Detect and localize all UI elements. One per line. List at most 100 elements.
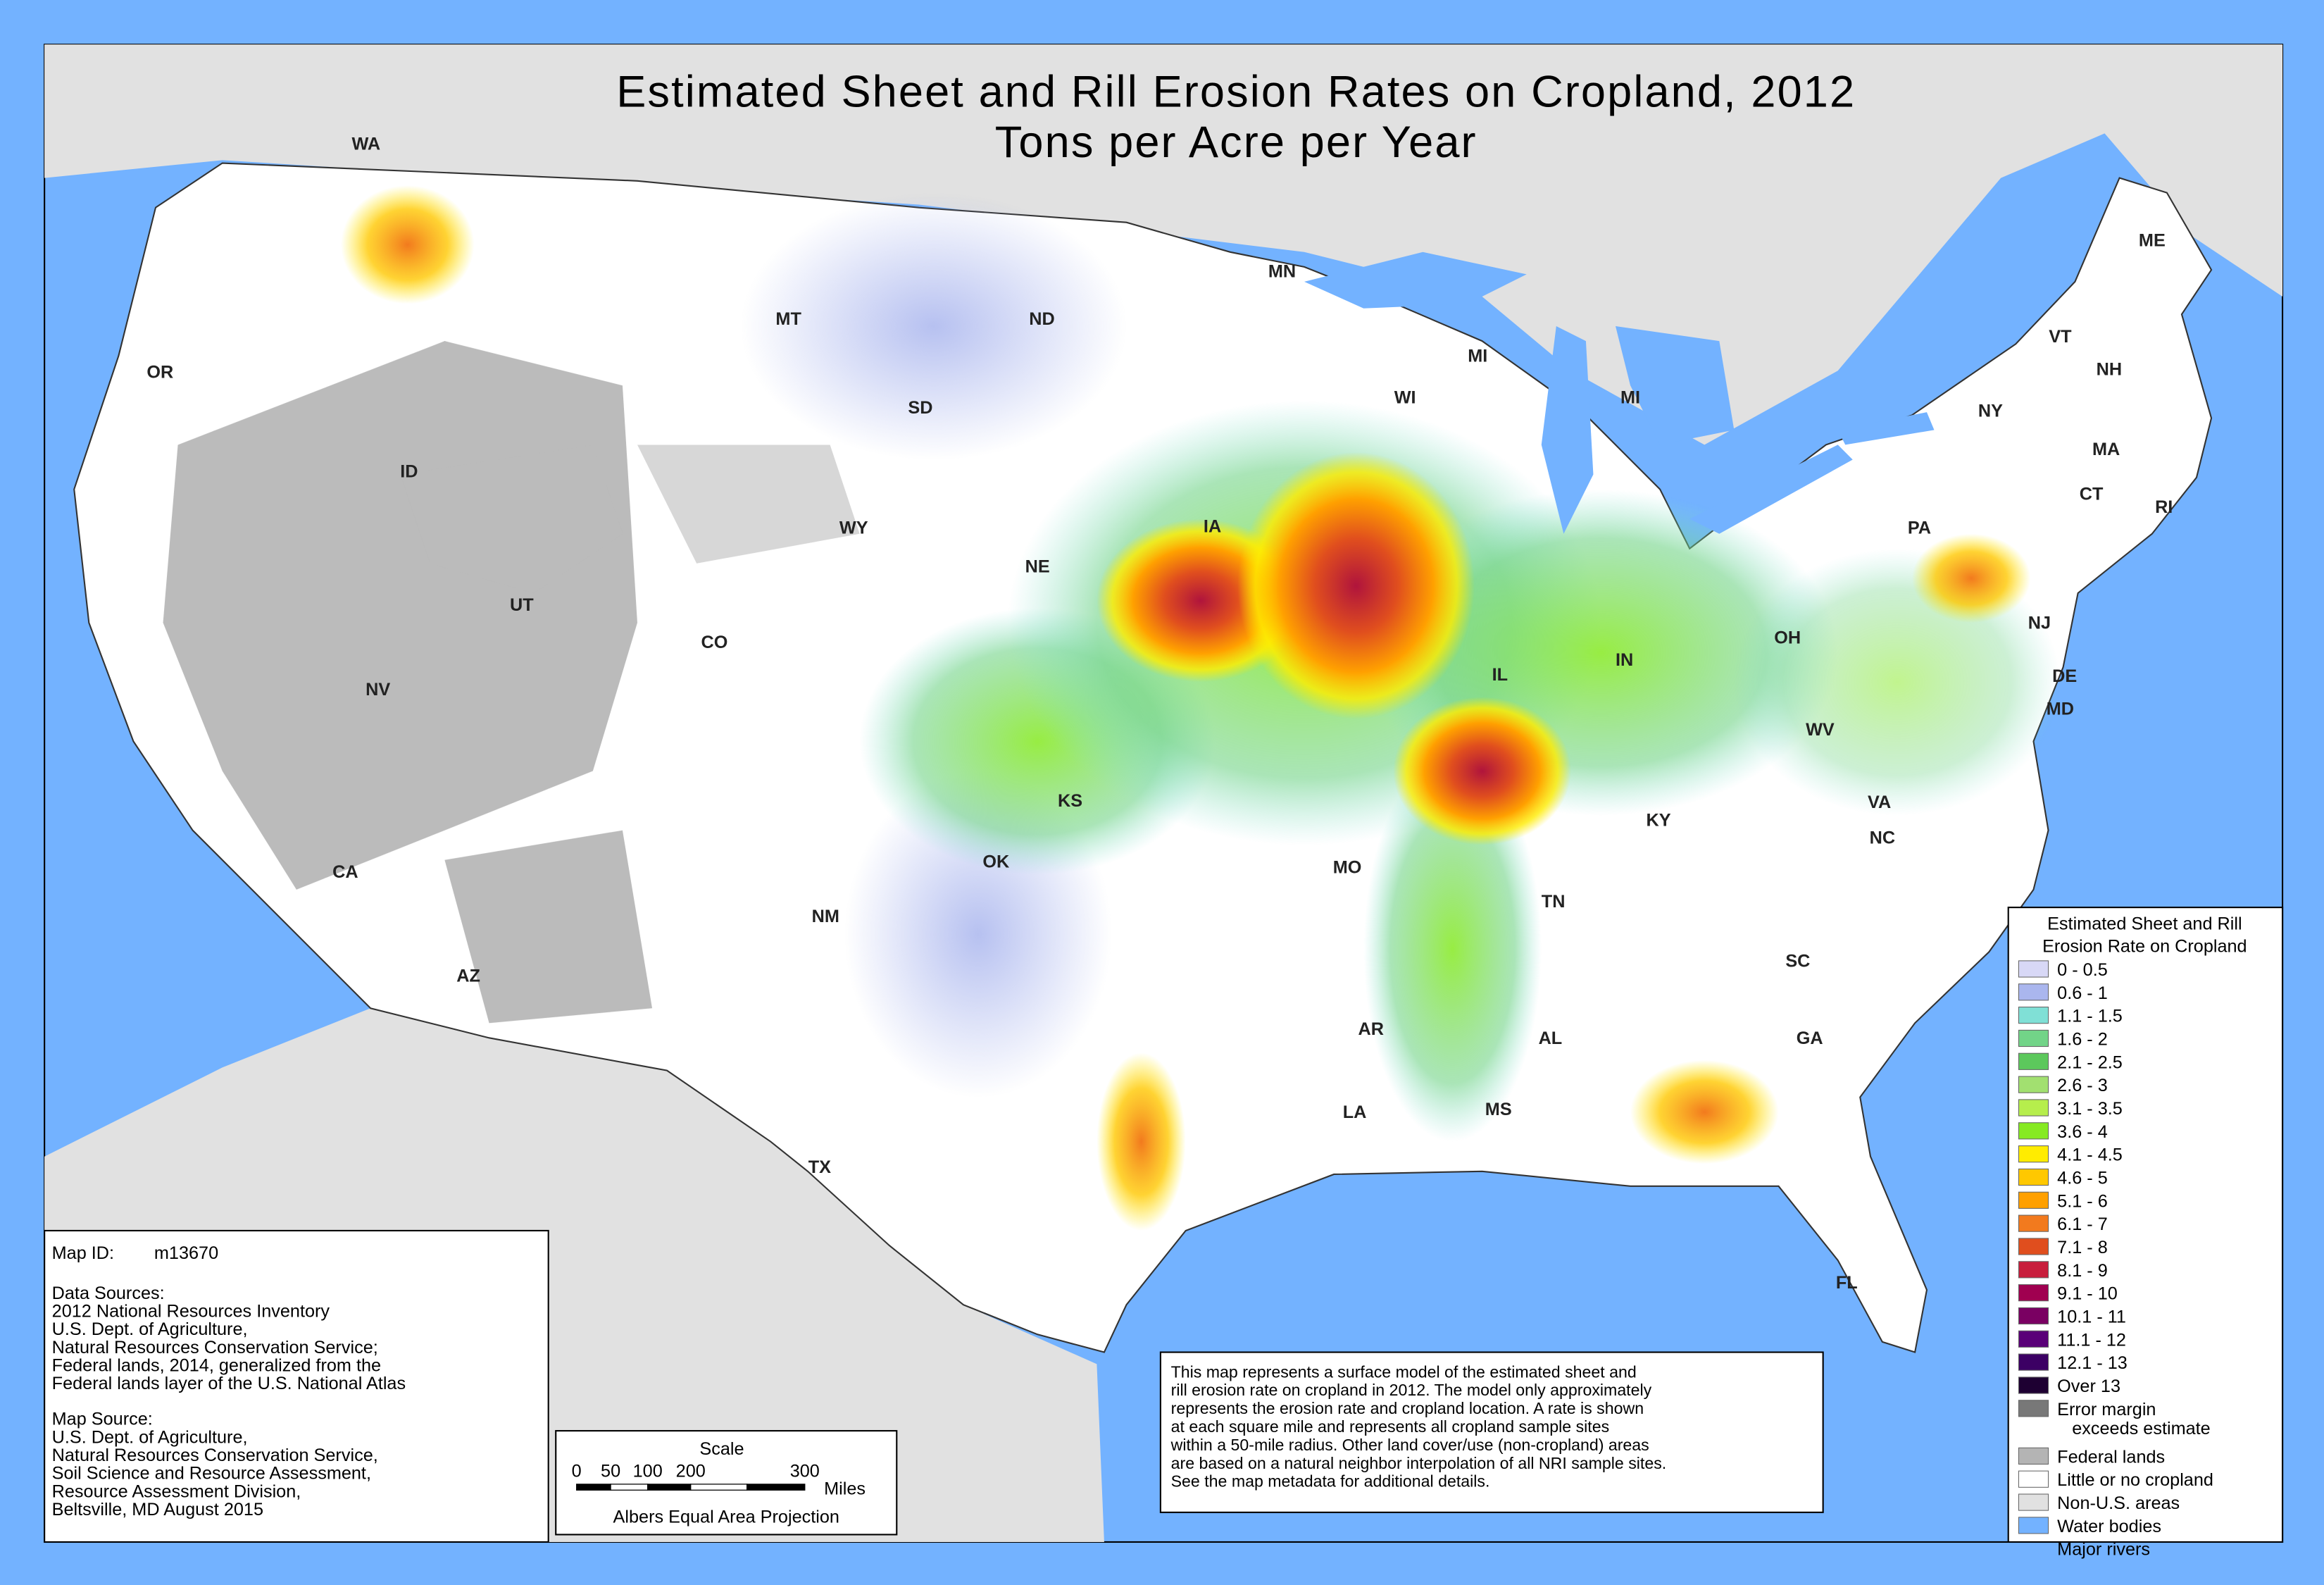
info-heading: Data Sources: — [52, 1283, 165, 1303]
state-label: WA — [351, 135, 380, 154]
erosion-surface — [341, 185, 2061, 1231]
note-line: rill erosion rate on cropland in 2012. T… — [1171, 1381, 1652, 1399]
state-label: MO — [1333, 858, 1362, 878]
legend-label: Non-U.S. areas — [2057, 1493, 2180, 1513]
erosion-zone — [1393, 697, 1571, 845]
note-line: See the map metadata for additional deta… — [1171, 1472, 1490, 1491]
legend-swatch — [2018, 1214, 2049, 1232]
erosion-zone — [1363, 756, 1542, 1142]
legend-swatch — [2018, 1007, 2049, 1024]
legend-label: 0 - 0.5 — [2057, 960, 2108, 980]
info-heading: Map Source: — [52, 1410, 153, 1429]
legend-swatch — [2018, 1238, 2049, 1255]
note-line: This map represents a surface model of t… — [1171, 1362, 1637, 1381]
state-label: MD — [2047, 699, 2074, 719]
state-label: CT — [2080, 484, 2104, 504]
scale-tick-label: 200 — [676, 1461, 706, 1481]
state-label: RI — [2155, 497, 2173, 517]
map-title: Estimated Sheet and Rill Erosion Rates o… — [616, 68, 1856, 117]
legend-label: Major rivers — [2057, 1540, 2150, 1560]
lake — [1541, 326, 1594, 534]
map-id: m13670 — [154, 1243, 218, 1263]
state-label: IL — [1492, 665, 1508, 685]
state-label: AL — [1539, 1028, 1563, 1048]
state-label: IA — [1204, 517, 1221, 537]
lake — [1689, 445, 1853, 534]
state-label: ME — [2139, 230, 2166, 250]
note-line: are based on a natural neighbor interpol… — [1171, 1454, 1667, 1472]
legend-swatch — [2018, 983, 2049, 1001]
scale-unit: Miles — [824, 1479, 866, 1499]
state-label: IN — [1616, 650, 1633, 670]
legend-swatch — [2018, 960, 2049, 978]
state-label: VT — [2049, 327, 2072, 347]
legend-title: Estimated Sheet and Rill — [2047, 914, 2242, 934]
state-label: DE — [2052, 666, 2077, 686]
legend-label: 7.1 - 8 — [2057, 1238, 2108, 1257]
map-id-label: Map ID: — [52, 1243, 114, 1263]
legend-swatch — [2018, 1076, 2049, 1093]
federal-land-area — [444, 830, 653, 1024]
legend-title: Erosion Rate on Cropland — [2042, 936, 2247, 956]
legend-swatch — [2018, 1307, 2049, 1325]
info-line: Resource Assessment Division, — [52, 1481, 301, 1501]
state-label: AR — [1358, 1019, 1384, 1039]
legend-label: 1.1 - 1.5 — [2057, 1007, 2123, 1026]
scale-tick-label: 100 — [633, 1461, 663, 1481]
legend-label: Error margin — [2057, 1400, 2156, 1419]
info-line: Natural Resources Conservation Service; — [52, 1338, 378, 1357]
scale-segment — [690, 1484, 748, 1491]
legend-swatch — [2018, 1493, 2049, 1511]
scale-tick-label: 0 — [572, 1461, 582, 1481]
legend-label: 4.1 - 4.5 — [2057, 1145, 2123, 1165]
state-label: OH — [1774, 628, 1801, 647]
state-labels: WA OR ID MT ND MN SD WI MI MI WY NE IA UT CO NV IL IN OH PA… — [146, 135, 2173, 1293]
legend-label: Over 13 — [2057, 1376, 2120, 1396]
erosion-zone — [1911, 533, 2031, 623]
legend-box — [2007, 907, 2284, 1543]
legend-swatch — [2018, 1400, 2049, 1417]
state-label: AZ — [456, 966, 480, 986]
projection: Albers Equal Area Projection — [613, 1508, 839, 1527]
state-label: OK — [982, 852, 1009, 871]
canada — [44, 44, 2283, 445]
state-label: ID — [400, 462, 418, 482]
state-label: GA — [1797, 1028, 1823, 1048]
legend-label: 11.1 - 12 — [2057, 1330, 2126, 1350]
info-line: 2012 National Resources Inventory — [52, 1301, 330, 1321]
legend-label: 3.6 - 4 — [2057, 1122, 2108, 1142]
erosion-zone — [1097, 1052, 1186, 1231]
state-label: WV — [1806, 720, 1835, 740]
legend-swatch — [2018, 1052, 2049, 1070]
lake — [1304, 251, 1527, 309]
state-label: UT — [510, 595, 534, 615]
state-label: MI — [1620, 387, 1640, 407]
legend-swatch — [2018, 1099, 2049, 1117]
info: Map ID: m13670 Data Sources:2012 National … — [52, 1243, 406, 1519]
state-label: CA — [332, 862, 358, 882]
state-label: KY — [1647, 810, 1671, 830]
state-label: MT — [775, 309, 801, 329]
info-line: Federal lands layer of the U.S. National… — [52, 1374, 406, 1393]
state-label: NC — [1870, 828, 1895, 848]
legend-label: 8.1 - 9 — [2057, 1261, 2108, 1281]
legend-swatch — [2018, 1470, 2049, 1488]
legend-label: 5.1 - 6 — [2057, 1191, 2108, 1211]
legend-swatch — [2018, 1029, 2049, 1048]
legend-swatch — [2018, 1168, 2049, 1186]
legend-label: 0.6 - 1 — [2057, 983, 2108, 1003]
state-label: ND — [1029, 309, 1054, 329]
note-line: within a 50-mile radius. Other land cove… — [1170, 1436, 1649, 1454]
legend-label: 9.1 - 10 — [2057, 1284, 2118, 1304]
note: This map represents a surface model of t… — [1170, 1362, 1667, 1490]
legend-swatch — [2018, 1191, 2049, 1209]
info-line: Federal lands, 2014, generalized from th… — [52, 1355, 381, 1375]
info-line: Beltsville, MD August 2015 — [52, 1500, 263, 1519]
state-label: TN — [1542, 892, 1566, 912]
legend-label: Federal lands — [2057, 1447, 2165, 1467]
state-label: NV — [366, 680, 390, 700]
map-subtitle: Tons per Acre per Year — [995, 118, 1478, 167]
scale-segment — [610, 1484, 649, 1491]
